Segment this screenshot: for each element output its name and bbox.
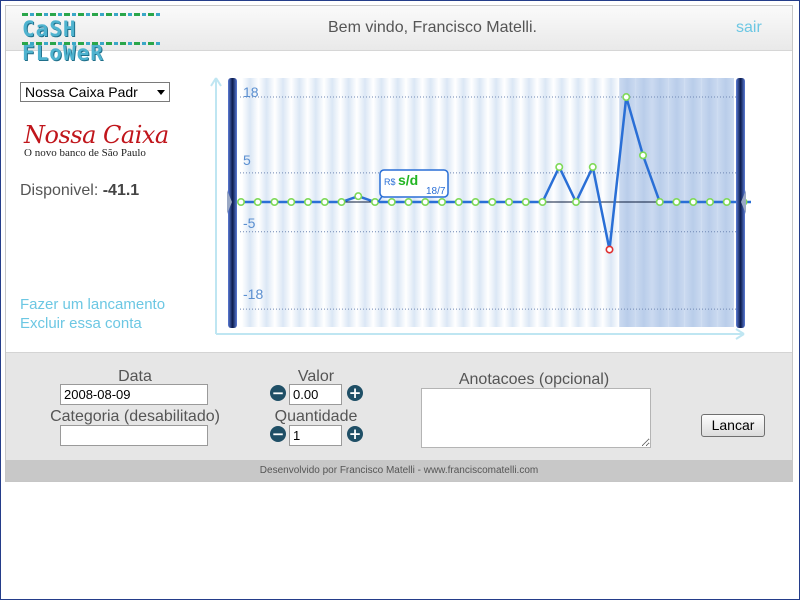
balance-label: Disponivel: — [20, 182, 99, 199]
data-point[interactable] — [337, 198, 346, 207]
quantity-field[interactable] — [289, 425, 342, 446]
data-point[interactable] — [605, 245, 614, 254]
delete-account-link[interactable]: Excluir essa conta — [20, 315, 142, 332]
notes-field[interactable] — [421, 388, 651, 448]
account-select[interactable]: Nossa Caixa Padr — [20, 82, 170, 102]
balance: Disponivel: -41.1 — [20, 182, 139, 200]
welcome-message: Bem vindo, Francisco Matelli. — [328, 19, 537, 36]
account-select-value: Nossa Caixa Padr — [25, 84, 138, 100]
logout-link[interactable]: sair — [736, 19, 762, 36]
tooltip-date: 18/7 — [426, 186, 446, 197]
data-point[interactable] — [287, 198, 296, 207]
data-point[interactable] — [471, 198, 480, 207]
value-field[interactable] — [289, 384, 342, 405]
data-point[interactable] — [354, 192, 363, 201]
value-increase-button[interactable]: + — [347, 384, 363, 402]
app-logo: CaSH FLoWeR — [20, 11, 170, 65]
header: CaSH FLoWeR Bem vindo, Francisco Matelli… — [6, 6, 792, 65]
data-point[interactable] — [488, 198, 497, 207]
data-point[interactable] — [555, 163, 564, 172]
y-tick-label: -5 — [243, 215, 256, 231]
data-point[interactable] — [236, 198, 245, 207]
data-point[interactable] — [672, 198, 681, 207]
data-point[interactable] — [371, 198, 380, 207]
data-point[interactable] — [571, 198, 580, 207]
category-label: Categoria (desabilitado) — [50, 408, 220, 425]
tooltip-currency: R$ — [384, 177, 396, 187]
value-label: Valor — [297, 368, 335, 385]
data-point[interactable] — [438, 198, 447, 207]
data-point[interactable] — [270, 198, 279, 207]
date-label: Data — [118, 368, 152, 385]
data-point[interactable] — [304, 198, 313, 207]
data-point[interactable] — [320, 198, 329, 207]
quantity-label: Quantidade — [274, 408, 358, 425]
scroll-left-handle[interactable] — [228, 78, 237, 328]
date-field[interactable] — [60, 384, 208, 405]
app-container: CaSH FLoWeR Bem vindo, Francisco Matelli… — [5, 5, 793, 482]
data-point[interactable] — [521, 198, 530, 207]
data-point[interactable] — [387, 198, 396, 207]
y-tick-label: -18 — [243, 286, 263, 302]
value-tooltip: R$ s/d 18/7 — [377, 169, 449, 203]
data-point[interactable] — [404, 198, 413, 207]
submit-button[interactable]: Lancar — [701, 414, 765, 437]
logo-text: CaSH FLoWeR — [22, 17, 104, 65]
balance-value: -41.1 — [102, 182, 140, 199]
data-point[interactable] — [722, 198, 731, 207]
data-point[interactable] — [253, 198, 262, 207]
data-point[interactable] — [622, 93, 631, 102]
series-line — [241, 96, 751, 250]
balance-chart[interactable]: 18 5 -5 -18 R$ s/d 18/7 — [206, 70, 751, 345]
value-decrease-button[interactable]: − — [270, 384, 286, 402]
data-point[interactable] — [504, 198, 513, 207]
new-entry-link[interactable]: Fazer um lancamento — [20, 296, 166, 313]
y-tick-label: 5 — [243, 152, 251, 168]
data-point[interactable] — [588, 163, 597, 172]
data-point[interactable] — [454, 198, 463, 207]
x-axis-arrow-icon — [735, 328, 745, 340]
logo-stripe-bottom — [22, 42, 162, 45]
category-field[interactable] — [60, 425, 208, 446]
notes-label: Anotacoes (opcional) — [458, 371, 610, 388]
quantity-increase-button[interactable]: + — [347, 425, 363, 443]
chevron-left-icon — [227, 190, 232, 214]
tooltip-value: s/d — [398, 172, 418, 188]
logo-stripe-top — [22, 13, 162, 16]
y-tick-label: 18 — [243, 84, 259, 100]
quantity-decrease-button[interactable]: − — [270, 425, 286, 443]
scroll-right-handle[interactable] — [736, 78, 745, 328]
data-point[interactable] — [655, 198, 664, 207]
data-point[interactable] — [689, 198, 698, 207]
data-point[interactable] — [705, 198, 714, 207]
bank-logo-name: Nossa Caixa — [24, 121, 169, 149]
data-point[interactable] — [421, 198, 430, 207]
footer-credit: Desenvolvido por Francisco Matelli - www… — [6, 460, 792, 481]
data-point[interactable] — [538, 198, 547, 207]
bank-logo-slogan: O novo banco de São Paulo — [24, 147, 146, 159]
chevron-right-icon — [741, 190, 746, 214]
y-axis-arrow-icon — [210, 77, 222, 87]
chevron-down-icon — [157, 90, 165, 95]
bank-logo: Nossa Caixa O novo banco de São Paulo — [24, 123, 169, 159]
data-point[interactable] — [638, 151, 647, 160]
